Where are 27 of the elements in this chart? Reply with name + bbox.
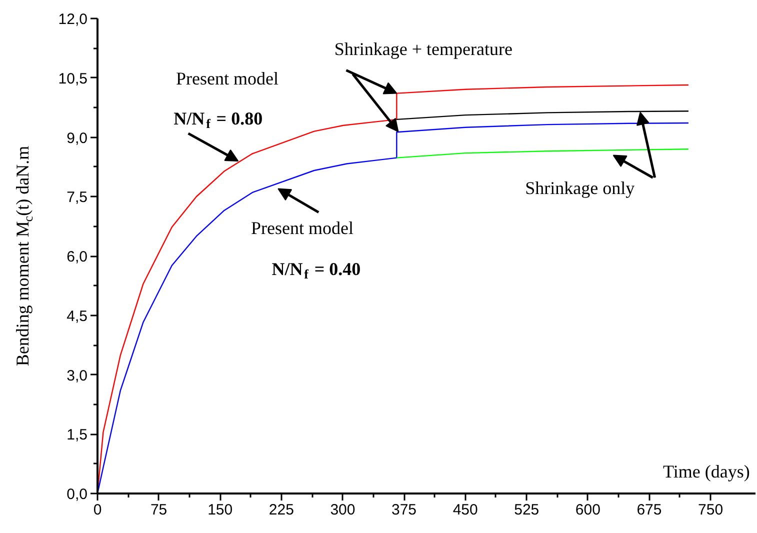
x-tick-label: 450 — [452, 502, 478, 518]
y-tick-label: 4,5 — [66, 308, 88, 325]
x-tick-label: 750 — [698, 502, 724, 518]
y-axis-title: Bending moment Mc(t) daN.m — [12, 146, 36, 366]
x-axis-title: Time (days) — [663, 462, 750, 482]
x-tick-label: 75 — [150, 502, 168, 518]
x-tick-label: 600 — [575, 502, 600, 518]
x-tick-label: 0 — [93, 502, 102, 518]
x-tick-label: 150 — [208, 502, 233, 518]
annotation: Shrinkage only — [525, 178, 635, 198]
x-tick-label: 300 — [330, 502, 356, 518]
y-tick-label: 10,5 — [58, 70, 88, 88]
y-tick-label: 12,0 — [58, 11, 88, 28]
y-tick-label: 6,0 — [66, 248, 88, 266]
y-tick-label: 9,0 — [66, 130, 88, 147]
annotation: Present model — [250, 218, 354, 238]
x-tick-label: 375 — [392, 502, 417, 518]
y-tick-label: 1,5 — [66, 426, 88, 444]
x-tick-label: 675 — [636, 502, 662, 518]
line-series — [396, 148, 690, 158]
y-tick-label: 0,0 — [66, 486, 88, 503]
annotation: Present model — [176, 68, 278, 88]
x-tick-label: 225 — [268, 502, 294, 518]
y-tick-label: 3,0 — [66, 367, 88, 384]
annotation: Shrinkage + temperature — [334, 38, 513, 59]
y-tick-label: 7,5 — [66, 189, 88, 206]
x-tick-label: 525 — [514, 502, 540, 518]
